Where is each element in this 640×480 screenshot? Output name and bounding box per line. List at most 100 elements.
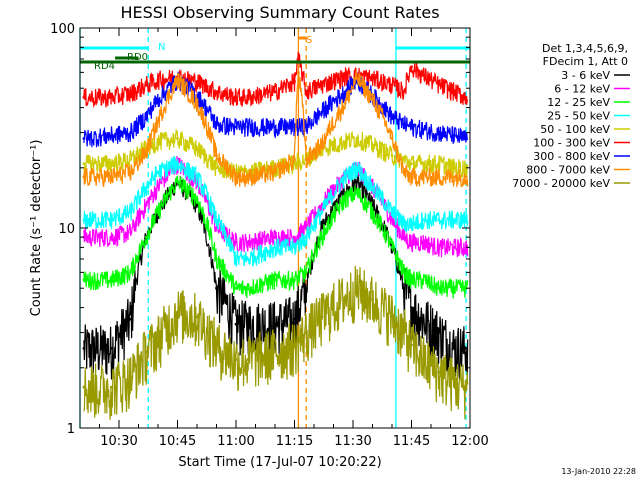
data-point bbox=[273, 245, 277, 249]
data-point bbox=[246, 95, 250, 99]
data-point bbox=[464, 175, 468, 179]
data-point bbox=[410, 343, 413, 347]
data-point bbox=[464, 218, 468, 222]
data-point bbox=[195, 80, 199, 83]
state-bars: N RD0 RD4 S bbox=[80, 35, 470, 72]
data-point bbox=[355, 180, 359, 184]
data-point bbox=[402, 286, 406, 290]
series-line bbox=[83, 156, 469, 258]
data-point bbox=[293, 125, 296, 129]
data-point bbox=[109, 218, 113, 222]
data-point bbox=[410, 175, 413, 179]
data-point bbox=[129, 158, 133, 161]
data-point bbox=[234, 358, 238, 361]
data-point bbox=[390, 210, 394, 214]
x-tick-label: 11:15 bbox=[276, 434, 313, 449]
data-point bbox=[246, 257, 250, 261]
data-point bbox=[320, 210, 324, 214]
axes: 10:30 10:45 11:00 11:15 11:30 11:45 12:00 1 10 10… bbox=[50, 22, 489, 449]
timestamp-stamp: 13-Jan-2010 22:28 bbox=[561, 467, 636, 476]
data-point bbox=[156, 185, 160, 189]
data-point bbox=[293, 162, 296, 165]
y-tick-label: 100 bbox=[50, 22, 75, 37]
annotation-rd0: RD0 bbox=[127, 52, 148, 63]
data-point bbox=[421, 73, 425, 77]
legend-label: 300 - 800 keV bbox=[533, 150, 610, 163]
data-point bbox=[437, 245, 441, 249]
data-point bbox=[195, 315, 199, 319]
data-point bbox=[144, 235, 148, 239]
legend: Det 1,3,4,5,6,9,FDecim 1, Att 03 - 6 keV… bbox=[512, 42, 630, 190]
data-point bbox=[304, 270, 308, 274]
data-point bbox=[464, 137, 468, 140]
series-9 bbox=[82, 265, 469, 420]
series-line bbox=[83, 51, 469, 109]
data-point bbox=[176, 310, 179, 314]
data-point bbox=[355, 191, 359, 195]
legend-label: 50 - 100 keV bbox=[540, 123, 610, 136]
data-point bbox=[215, 343, 218, 347]
data-point bbox=[390, 83, 394, 87]
data-point bbox=[234, 240, 238, 244]
data-point bbox=[234, 286, 238, 290]
data-point bbox=[453, 286, 456, 290]
data-point bbox=[464, 385, 468, 389]
data-point bbox=[402, 331, 406, 334]
data-point bbox=[273, 278, 277, 282]
data-point bbox=[410, 240, 413, 244]
data-point bbox=[371, 97, 374, 101]
data-point bbox=[453, 245, 456, 249]
data-point bbox=[304, 286, 308, 290]
data-point bbox=[246, 322, 250, 326]
data-point bbox=[453, 175, 456, 179]
data-point bbox=[82, 162, 86, 165]
data-point bbox=[176, 78, 179, 82]
data-point bbox=[156, 170, 160, 174]
data-point bbox=[273, 235, 277, 239]
data-point bbox=[402, 235, 406, 239]
data-point bbox=[402, 270, 406, 274]
data-point bbox=[176, 180, 179, 184]
data-point bbox=[109, 347, 113, 350]
data-point bbox=[437, 218, 441, 222]
series-3 bbox=[82, 175, 469, 299]
data-point bbox=[82, 218, 86, 222]
data-point bbox=[390, 218, 394, 222]
data-point bbox=[320, 143, 324, 147]
data-point bbox=[144, 185, 148, 189]
data-point bbox=[343, 75, 347, 79]
data-point bbox=[82, 347, 86, 350]
data-point bbox=[421, 240, 425, 244]
data-point bbox=[402, 170, 406, 174]
data-point bbox=[410, 278, 413, 282]
data-point bbox=[234, 322, 238, 326]
data-point bbox=[390, 154, 394, 158]
data-point bbox=[293, 278, 296, 282]
data-point bbox=[156, 120, 160, 124]
data-point bbox=[82, 385, 86, 389]
data-point bbox=[156, 337, 160, 340]
series-6 bbox=[82, 51, 469, 109]
data-point bbox=[109, 162, 113, 165]
data-point bbox=[343, 90, 347, 94]
data-point bbox=[215, 154, 218, 158]
data-point bbox=[215, 286, 218, 290]
data-point bbox=[421, 218, 425, 222]
data-point bbox=[293, 235, 296, 239]
data-point bbox=[293, 158, 296, 161]
data-point bbox=[293, 80, 296, 83]
data-point bbox=[129, 375, 133, 379]
series-4 bbox=[82, 156, 469, 267]
data-point bbox=[437, 175, 441, 179]
data-point bbox=[453, 90, 456, 94]
series-8 bbox=[82, 68, 469, 188]
series-layer bbox=[79, 28, 469, 428]
data-point bbox=[144, 203, 148, 207]
data-point bbox=[195, 101, 199, 105]
data-point bbox=[437, 370, 441, 374]
data-point bbox=[109, 235, 113, 239]
data-point bbox=[234, 125, 238, 129]
data-point bbox=[234, 257, 238, 261]
data-point bbox=[82, 137, 86, 140]
annotation-rd4: RD4 bbox=[94, 61, 115, 72]
